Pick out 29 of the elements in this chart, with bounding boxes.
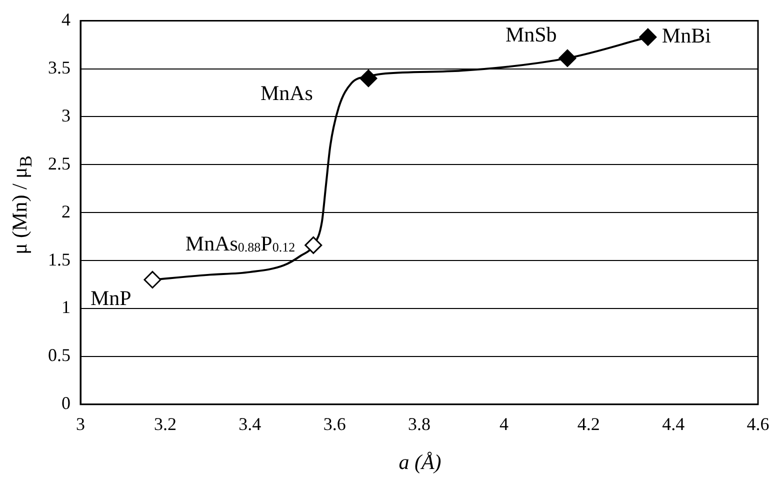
x-tick-label: 3.6	[323, 414, 346, 434]
y-tick-label: 0	[62, 393, 70, 414]
x-tick-label: 4	[499, 414, 508, 434]
x-axis-title: a (Å)	[398, 450, 442, 475]
y-tick-label: 2	[62, 201, 70, 222]
point	[144, 270, 162, 288]
y-tick-label: 0.5	[48, 345, 70, 366]
annotation: MnSb	[505, 22, 557, 47]
x-tick-label: 4.6	[746, 414, 770, 434]
annotation: MnBi	[662, 24, 712, 48]
point	[304, 236, 322, 254]
y-tick-label: 1	[62, 297, 70, 318]
annotation: MnAs	[260, 80, 313, 105]
point	[360, 70, 378, 88]
y-tick-label: 4	[62, 10, 70, 30]
annotation: MnP	[90, 286, 132, 310]
y-tick-label: 3.5	[48, 57, 70, 78]
x-tick-label: 4.4	[662, 414, 685, 434]
x-tick-label: 3.8	[408, 414, 430, 434]
annotation: MnAs0.88P0.12	[185, 232, 296, 256]
x-tick-label: 3	[76, 414, 85, 434]
point	[558, 49, 576, 67]
y-tick-label: 1.5	[48, 249, 70, 270]
x-tick-label: 3.2	[154, 414, 176, 434]
point	[639, 28, 657, 46]
y-tick-label: 2.5	[48, 153, 70, 174]
x-tick-label: 3.4	[238, 414, 262, 434]
x-tick-label: 4.2	[577, 414, 600, 434]
y-tick-label: 3	[62, 105, 70, 126]
